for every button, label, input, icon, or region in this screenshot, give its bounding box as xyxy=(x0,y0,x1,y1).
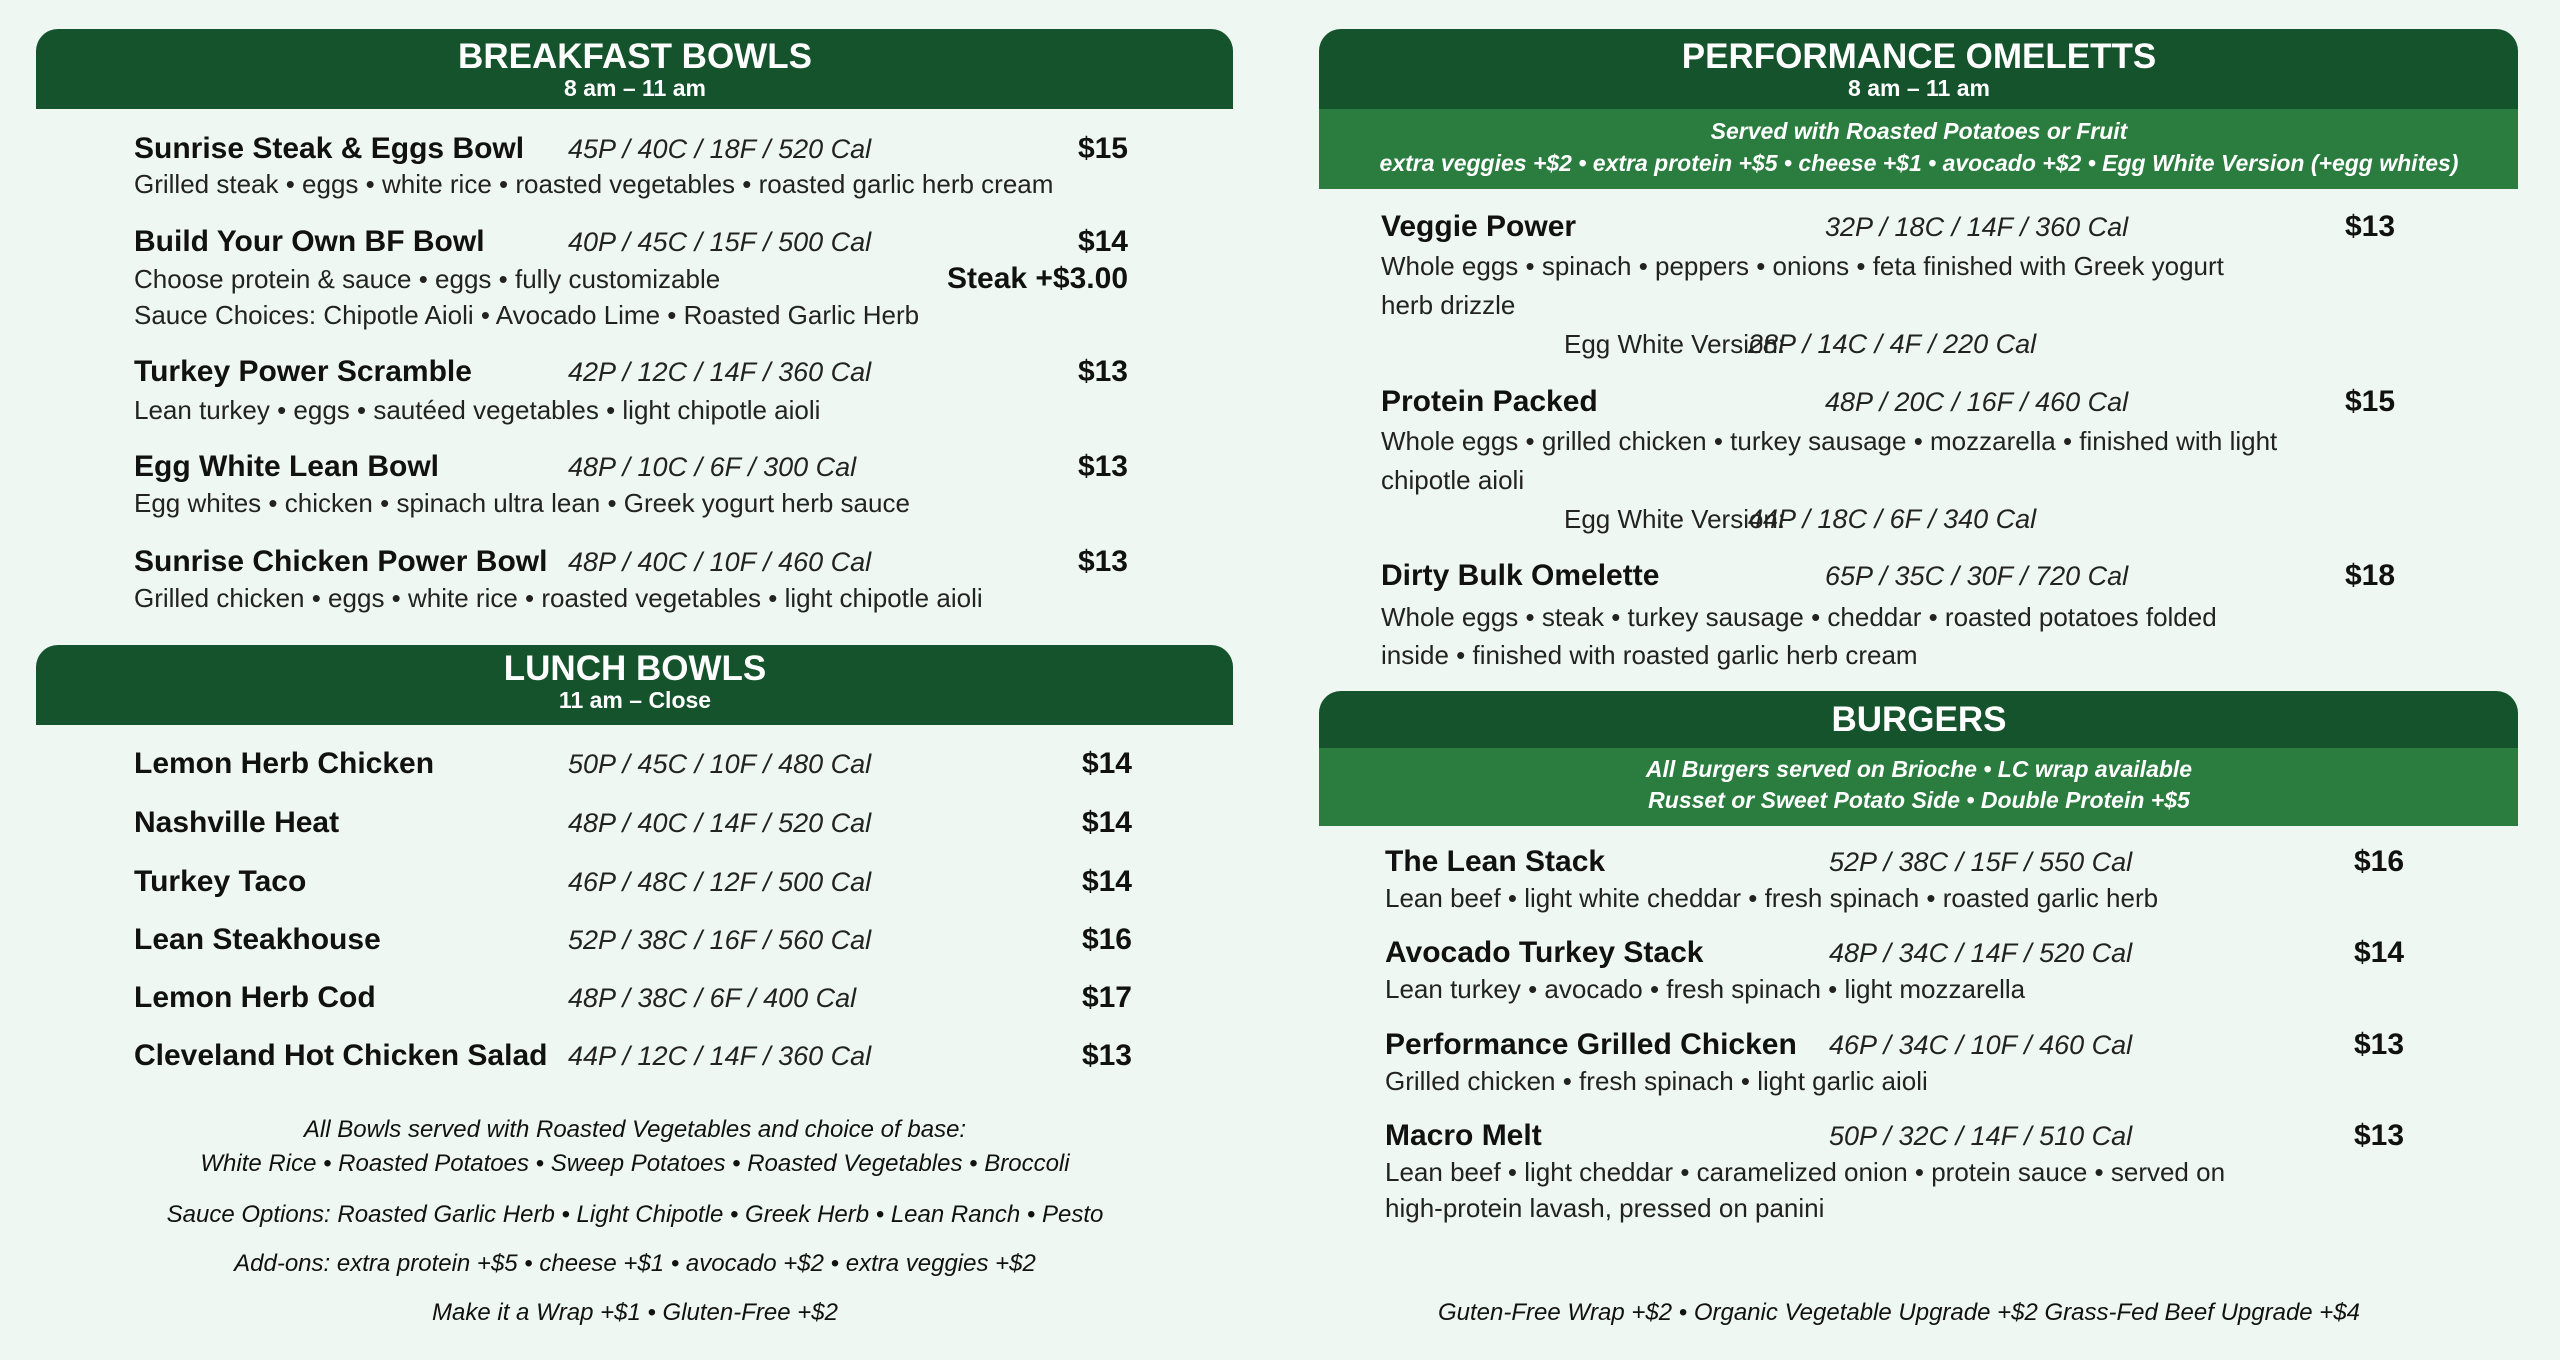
item-price: $18 xyxy=(2345,559,2396,592)
lunch-note: All Bowls served with Roasted Vegetables… xyxy=(303,1116,967,1143)
item-name: Nashville Heat xyxy=(134,806,340,839)
lunch-note: Make it a Wrap +$1 • Gluten-Free +$2 xyxy=(432,1299,838,1326)
item-description: Egg whites • chicken • spinach ultra lea… xyxy=(134,488,910,518)
item-price: $13 xyxy=(2354,1028,2405,1061)
section-title: LUNCH BOWLS xyxy=(503,649,767,688)
item-price: $14 xyxy=(1077,225,1128,258)
item-macros: 52P / 38C / 15F / 550 Cal xyxy=(1829,847,2133,877)
item-macros: 40P / 45C / 15F / 500 Cal xyxy=(568,227,872,257)
item-description: high-protein lavash, pressed on panini xyxy=(1385,1193,1825,1223)
item-description: Grilled steak • eggs • white rice • roas… xyxy=(134,169,1054,199)
burgers-footer: Guten-Free Wrap +$2 • Organic Vegetable … xyxy=(1437,1299,2361,1326)
item-name: Protein Packed xyxy=(1381,385,1598,418)
section-hours: 8 am – 11 am xyxy=(564,75,706,101)
band-line: Russet or Sweet Potato Side • Double Pro… xyxy=(1648,787,2190,813)
item-macros: 45P / 40C / 18F / 520 Cal xyxy=(568,134,872,164)
section-title: BURGERS xyxy=(1831,700,2007,739)
band-line: extra veggies +$2 • extra protein +$5 • … xyxy=(1379,150,2459,176)
item-price: $14 xyxy=(1081,865,1132,898)
item-description: chipotle aioli xyxy=(1381,465,1525,495)
lunch-header xyxy=(36,645,1233,725)
item-price: $13 xyxy=(1077,545,1128,578)
item-price: $17 xyxy=(1081,981,1132,1014)
egg-white-macros: 28P / 14C / 4F / 220 Cal xyxy=(1748,329,2037,359)
item-macros: 50P / 45C / 10F / 480 Cal xyxy=(568,749,872,779)
band-line: All Burgers served on Brioche • LC wrap … xyxy=(1645,756,2193,782)
item-name: Turkey Power Scramble xyxy=(134,355,472,388)
item-name: Performance Grilled Chicken xyxy=(1385,1028,1797,1061)
egg-white-label: Egg White Version: xyxy=(1564,329,1786,359)
section-hours: 8 am – 11 am xyxy=(1848,75,1990,101)
item-price: $16 xyxy=(1081,923,1132,956)
item-name: Sunrise Steak & Eggs Bowl xyxy=(134,132,525,165)
item-name: The Lean Stack xyxy=(1385,845,1606,878)
item-description: Grilled chicken • fresh spinach • light … xyxy=(1385,1066,1928,1096)
item-macros: 46P / 34C / 10F / 460 Cal xyxy=(1829,1030,2133,1060)
item-macros: 65P / 35C / 30F / 720 Cal xyxy=(1825,561,2129,591)
item-name: Lean Steakhouse xyxy=(134,923,381,956)
item-macros: 48P / 38C / 6F / 400 Cal xyxy=(568,983,857,1013)
item-price: $15 xyxy=(1077,132,1128,165)
burgers-header xyxy=(1319,691,2518,748)
band-line: Served with Roasted Potatoes or Fruit xyxy=(1710,118,2128,144)
item-name: Egg White Lean Bowl xyxy=(134,450,439,483)
item-description: Lean beef • light white cheddar • fresh … xyxy=(1385,883,2159,913)
item-macros: 44P / 12C / 14F / 360 Cal xyxy=(568,1041,872,1071)
item-name: Veggie Power xyxy=(1381,210,1577,243)
lunch-note: Add-ons: extra protein +$5 • cheese +$1 … xyxy=(234,1250,1036,1277)
item-description: Lean turkey • avocado • fresh spinach • … xyxy=(1385,974,2026,1004)
item-description: Whole eggs • spinach • peppers • onions … xyxy=(1381,251,2224,281)
item-description: inside • finished with roasted garlic he… xyxy=(1381,640,1918,670)
item-name: Lemon Herb Chicken xyxy=(134,747,435,780)
lunch-note: Sauce Options: Roasted Garlic Herb • Lig… xyxy=(166,1201,1104,1228)
omelettes-info-band xyxy=(1319,109,2518,189)
item-name: Turkey Taco xyxy=(134,865,307,898)
section-title: BREAKFAST BOWLS xyxy=(458,37,812,76)
item-name: Avocado Turkey Stack xyxy=(1385,936,1704,969)
item-description: Choose protein & sauce • eggs • fully cu… xyxy=(134,264,721,294)
item-price: $13 xyxy=(1077,450,1128,483)
item-macros: 48P / 40C / 10F / 460 Cal xyxy=(568,547,872,577)
item-name: Sunrise Chicken Power Bowl xyxy=(134,545,548,578)
item-name: Dirty Bulk Omelette xyxy=(1381,559,1660,592)
item-addon-price: Steak +$3.00 xyxy=(947,262,1128,295)
item-description: Lean turkey • eggs • sautéed vegetables … xyxy=(134,395,821,425)
item-description: Lean beef • light cheddar • caramelized … xyxy=(1385,1157,2226,1187)
item-name: Macro Melt xyxy=(1385,1119,1542,1152)
item-description: Grilled chicken • eggs • white rice • ro… xyxy=(134,583,983,613)
egg-white-macros: 44P / 18C / 6F / 340 Cal xyxy=(1748,504,2037,534)
lunch-note: White Rice • Roasted Potatoes • Sweep Po… xyxy=(200,1150,1070,1177)
item-description: herb drizzle xyxy=(1381,290,1516,320)
item-name: Lemon Herb Cod xyxy=(134,981,376,1014)
omelettes-header xyxy=(1319,29,2518,109)
item-price: $13 xyxy=(1077,355,1128,388)
section-title: PERFORMANCE OMELETTS xyxy=(1681,37,2157,76)
item-description: Whole eggs • grilled chicken • turkey sa… xyxy=(1381,426,2278,456)
item-macros: 46P / 48C / 12F / 500 Cal xyxy=(568,867,872,897)
item-macros: 52P / 38C / 16F / 560 Cal xyxy=(568,925,872,955)
item-macros: 48P / 20C / 16F / 460 Cal xyxy=(1825,387,2129,417)
item-macros: 50P / 32C / 14F / 510 Cal xyxy=(1829,1121,2133,1151)
section-hours: 11 am – Close xyxy=(558,687,712,713)
item-macros: 32P / 18C / 14F / 360 Cal xyxy=(1825,212,2129,242)
item-price: $14 xyxy=(1081,747,1132,780)
item-macros: 48P / 40C / 14F / 520 Cal xyxy=(568,808,872,838)
item-price: $15 xyxy=(2345,385,2396,418)
item-macros: 48P / 10C / 6F / 300 Cal xyxy=(568,452,857,482)
item-price: $14 xyxy=(2354,936,2405,969)
item-name: Cleveland Hot Chicken Salad xyxy=(134,1039,548,1072)
item-price: $13 xyxy=(2354,1119,2405,1152)
burgers-info-band xyxy=(1319,748,2518,826)
item-description: Sauce Choices: Chipotle Aioli • Avocado … xyxy=(134,300,920,330)
item-price: $13 xyxy=(1081,1039,1132,1072)
item-name: Build Your Own BF Bowl xyxy=(134,225,485,258)
item-price: $14 xyxy=(1081,806,1132,839)
item-price: $16 xyxy=(2354,845,2405,878)
item-price: $13 xyxy=(2345,210,2396,243)
item-description: Whole eggs • steak • turkey sausage • ch… xyxy=(1381,602,2217,632)
item-macros: 48P / 34C / 14F / 520 Cal xyxy=(1829,938,2133,968)
egg-white-label: Egg White Version: xyxy=(1564,504,1786,534)
breakfast-header xyxy=(36,29,1233,109)
item-macros: 42P / 12C / 14F / 360 Cal xyxy=(568,357,872,387)
